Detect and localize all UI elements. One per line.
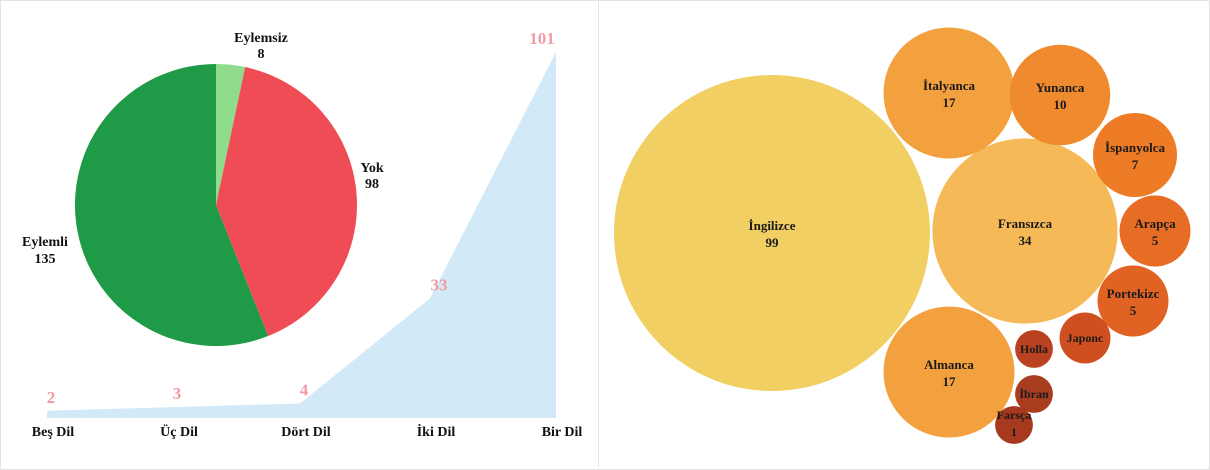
bubble (1015, 330, 1053, 368)
bubble-chart: İngilizce99Fransızca34İtalyanca17Almanca… (614, 27, 1191, 444)
pie-slice-label: Eylemli (22, 235, 68, 250)
panel-divider (598, 0, 599, 468)
bubble (1015, 375, 1053, 413)
pie-slice-label: Eylemsiz (234, 31, 288, 46)
bubble-value: 17 (943, 374, 957, 389)
bubble-label: İngilizce (749, 218, 796, 233)
bubble-label: Yunanca (1036, 80, 1085, 95)
bubble-label: Portekizc (1107, 286, 1160, 301)
bubble-value: 17 (943, 95, 957, 110)
area-series (47, 52, 556, 418)
bubble-value: 5 (1152, 233, 1159, 248)
area-data-label: 101 (529, 29, 555, 48)
bubble (883, 306, 1015, 438)
pie-slice (216, 67, 357, 337)
bubble (614, 75, 930, 391)
bubble (932, 138, 1118, 324)
bubble-value: 34 (1019, 233, 1033, 248)
bubble-label: Holla (1020, 342, 1048, 356)
bubble-value: 7 (1132, 157, 1139, 172)
bubble (1009, 44, 1111, 146)
area-data-label: 2 (47, 388, 56, 407)
bubble-value: 5 (1130, 303, 1137, 318)
x-tick-label: Dört Dil (281, 425, 330, 440)
bubble (1119, 195, 1191, 267)
bubble-value: 10 (1054, 97, 1067, 112)
bubble (995, 406, 1033, 444)
bubble-value: 1 (1011, 425, 1017, 439)
pie-slice (74, 64, 269, 346)
area-chart: 2 3 4 33 101 Beş Dil Üç Dil Dört Dil İki Dil Bir … (32, 29, 583, 440)
x-tick-label: Bir Dil (542, 425, 583, 440)
bubble-label: Arapça (1134, 216, 1176, 231)
bubble-label: Fransızca (998, 216, 1053, 231)
bubble (883, 27, 1015, 159)
bubble (1093, 113, 1177, 197)
pie-slice-label: Yok (360, 161, 384, 176)
bubble-label: Almanca (924, 357, 974, 372)
pie-slice-value: 135 (35, 252, 56, 267)
bubble-label: İbran (1019, 387, 1049, 401)
area-data-label: 3 (173, 384, 182, 403)
area-data-label: 33 (431, 275, 448, 294)
bubble (1059, 312, 1111, 364)
x-tick-label: Üç Dil (160, 423, 198, 440)
bubble-label: İtalyanca (923, 78, 976, 93)
area-data-label: 4 (300, 381, 309, 400)
pie-slice (216, 64, 246, 205)
bubble-value: 99 (766, 235, 780, 250)
bubble (1097, 265, 1169, 337)
x-tick-label: Beş Dil (32, 425, 75, 440)
bubble-label: Japonc (1067, 331, 1104, 345)
bubble-label: Farsça (997, 408, 1032, 422)
x-tick-label: İki Dil (417, 423, 456, 440)
bubble-label: İspanyolca (1105, 140, 1165, 155)
pie-slice-value: 8 (258, 47, 265, 62)
pie-slice-value: 98 (365, 177, 379, 192)
